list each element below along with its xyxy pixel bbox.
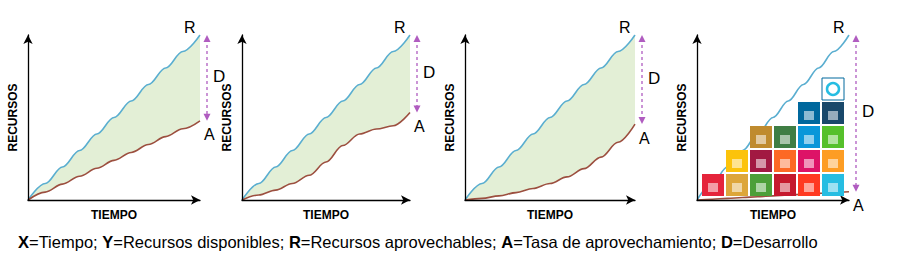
svg-text:R: R [184,19,196,36]
svg-text:RECURSOS: RECURSOS [220,83,234,151]
svg-text:D: D [648,69,660,88]
svg-text:A: A [414,118,425,135]
svg-text:A: A [853,197,864,214]
svg-text:R: R [833,19,845,36]
svg-text:D: D [213,67,225,86]
svg-text:TIEMPO: TIEMPO [527,208,573,222]
svg-text:TIEMPO: TIEMPO [303,208,349,222]
svg-text:RECURSOS: RECURSOS [675,83,689,151]
svg-text:D: D [423,63,435,82]
svg-text:RECURSOS: RECURSOS [6,83,20,151]
svg-text:R: R [619,19,631,36]
svg-text:TIEMPO: TIEMPO [91,208,137,222]
svg-text:TIEMPO: TIEMPO [750,208,796,222]
html-text:X =Tiempo; Y =Recursos disponi: X =Tiempo; Y =Recursos disponibles; R =R… [18,233,818,251]
svg-text:RECURSOS: RECURSOS [443,83,457,151]
svg-text:A: A [204,126,215,143]
svg-text:D: D [862,102,874,121]
svg-text:R: R [394,19,406,36]
svg-text:A: A [639,130,650,147]
